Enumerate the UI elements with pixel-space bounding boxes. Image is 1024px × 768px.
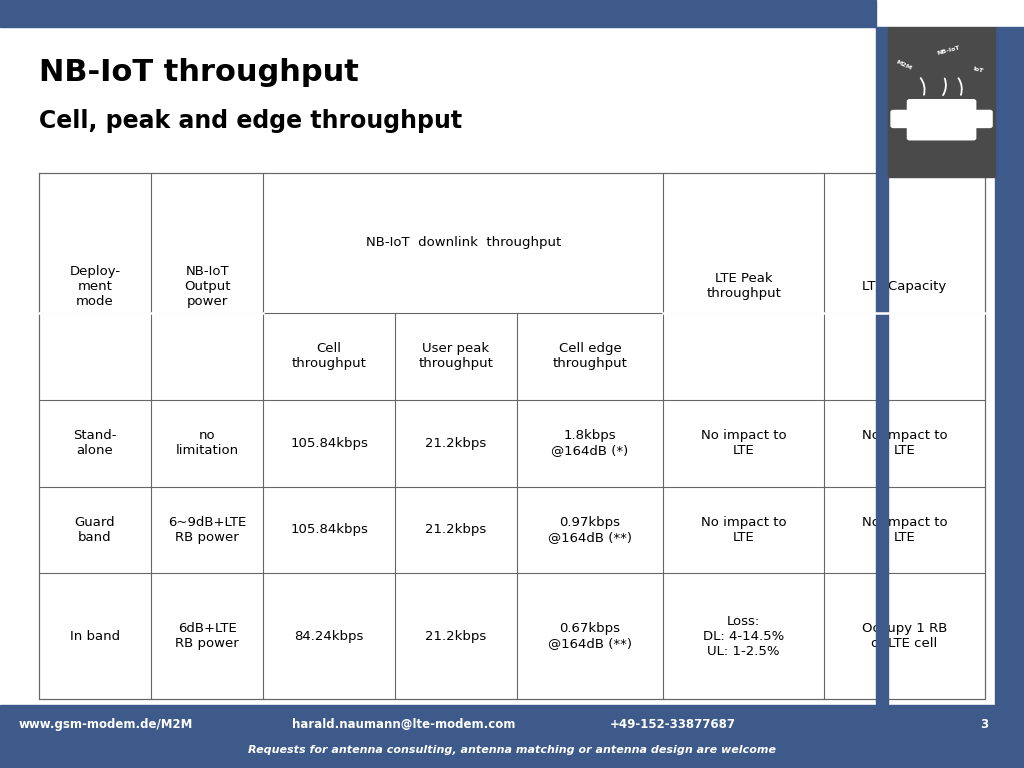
- Text: Occupy 1 RB
of LTE cell: Occupy 1 RB of LTE cell: [862, 622, 947, 650]
- Text: no
limitation: no limitation: [175, 429, 239, 457]
- FancyBboxPatch shape: [890, 110, 913, 128]
- Text: 21.2kbps: 21.2kbps: [425, 436, 486, 449]
- Text: +49-152-33877687: +49-152-33877687: [609, 718, 735, 730]
- Text: Stand-
alone: Stand- alone: [74, 429, 117, 457]
- Text: NB-IoT: NB-IoT: [936, 45, 961, 56]
- Bar: [888, 27, 995, 177]
- Text: Loss:
DL: 4-14.5%
UL: 1-2.5%: Loss: DL: 4-14.5% UL: 1-2.5%: [703, 614, 784, 657]
- Text: 0.67kbps
@164dB (**): 0.67kbps @164dB (**): [548, 622, 632, 650]
- Bar: [0, 0, 876, 27]
- Text: NB-IoT  downlink  throughput: NB-IoT downlink throughput: [366, 237, 561, 250]
- Text: No impact to
LTE: No impact to LTE: [700, 429, 786, 457]
- Text: NB-IoT throughput: NB-IoT throughput: [39, 58, 358, 87]
- Text: No impact to
LTE: No impact to LTE: [700, 516, 786, 544]
- Text: www.gsm-modem.de/M2M: www.gsm-modem.de/M2M: [18, 718, 193, 730]
- Text: Requests for antenna consulting, antenna matching or antenna design are welcome: Requests for antenna consulting, antenna…: [248, 744, 776, 755]
- Text: Cell, peak and edge throughput: Cell, peak and edge throughput: [39, 109, 462, 133]
- Text: Cell edge
throughput: Cell edge throughput: [553, 343, 628, 370]
- Text: User peak
throughput: User peak throughput: [419, 343, 494, 370]
- Text: 84.24kbps: 84.24kbps: [295, 630, 364, 643]
- FancyBboxPatch shape: [907, 99, 977, 141]
- Text: 6~9dB+LTE
RB power: 6~9dB+LTE RB power: [168, 516, 247, 544]
- Bar: [876, 27, 888, 705]
- Text: harald.naumann@lte-modem.com: harald.naumann@lte-modem.com: [292, 718, 515, 730]
- Text: LTE Capacity: LTE Capacity: [862, 280, 947, 293]
- Text: NB-IoT
Output
power: NB-IoT Output power: [184, 265, 230, 308]
- Text: 1.8kbps
@164dB (*): 1.8kbps @164dB (*): [551, 429, 629, 457]
- Text: 105.84kbps: 105.84kbps: [290, 524, 368, 537]
- Text: No impact to
LTE: No impact to LTE: [862, 516, 947, 544]
- Text: 0.97kbps
@164dB (**): 0.97kbps @164dB (**): [548, 516, 632, 544]
- Text: Deploy-
ment
mode: Deploy- ment mode: [70, 265, 121, 308]
- Text: LTE Peak
throughput: LTE Peak throughput: [707, 272, 781, 300]
- Bar: [39, 173, 985, 699]
- Bar: [0, 705, 1024, 768]
- Text: 21.2kbps: 21.2kbps: [425, 630, 486, 643]
- Text: In band: In band: [70, 630, 120, 643]
- Text: 3: 3: [980, 718, 988, 730]
- Text: 6dB+LTE
RB power: 6dB+LTE RB power: [175, 622, 239, 650]
- Text: Guard
band: Guard band: [75, 516, 116, 544]
- Text: 21.2kbps: 21.2kbps: [425, 524, 486, 537]
- Text: M2M: M2M: [895, 60, 912, 71]
- Text: IoT: IoT: [973, 66, 984, 74]
- Text: No impact to
LTE: No impact to LTE: [862, 429, 947, 457]
- Text: Cell
throughput: Cell throughput: [292, 343, 367, 370]
- Bar: [995, 27, 1024, 705]
- Text: 105.84kbps: 105.84kbps: [290, 436, 368, 449]
- FancyBboxPatch shape: [971, 110, 993, 128]
